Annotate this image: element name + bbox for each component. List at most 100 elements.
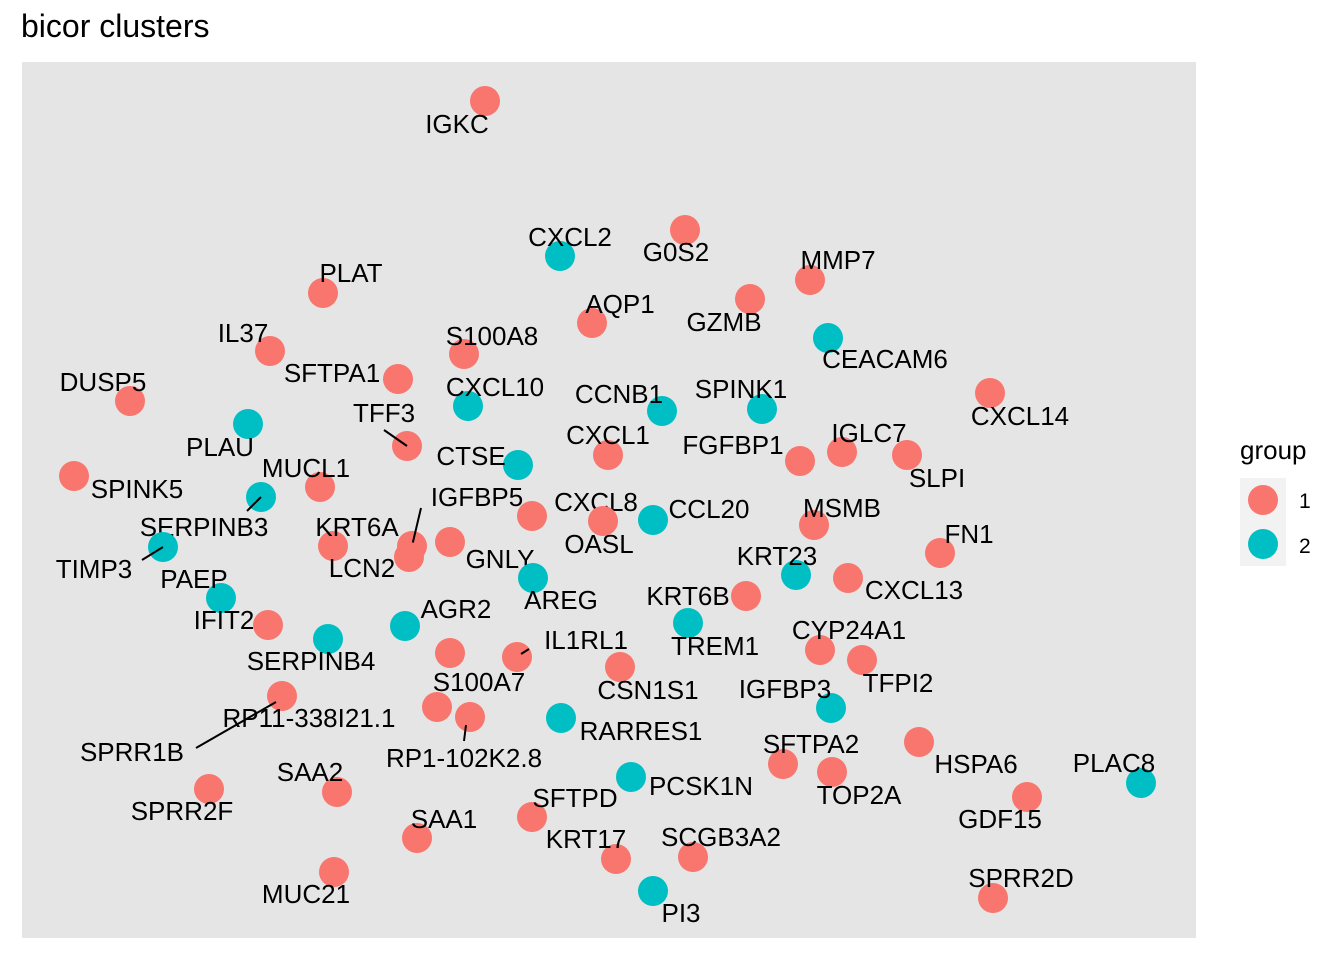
point-label-fgfbp1: FGFBP1	[682, 430, 783, 460]
label-segment-il1rl1	[520, 648, 530, 655]
point-label-s100a7: S100A7	[433, 667, 526, 697]
point-label-sftpa1: SFTPA1	[284, 358, 380, 388]
point-label-g0s2: G0S2	[643, 237, 710, 267]
point-oasl	[588, 506, 618, 536]
point-serpinb4	[313, 624, 343, 654]
label-segment-serpinb3	[246, 496, 262, 512]
point-fgfbp1	[785, 446, 815, 476]
point-label-msmb: MSMB	[803, 493, 881, 523]
point-igkc	[470, 86, 500, 116]
point-rp11-338i21-1	[422, 692, 452, 722]
point-label-mucl1: MUCL1	[262, 453, 350, 483]
point-sftpa2	[768, 749, 798, 779]
point-msmb	[799, 510, 829, 540]
point-saa2	[322, 777, 352, 807]
point-label-muc21: MUC21	[262, 879, 350, 909]
point-label-spink5: SPINK5	[91, 474, 184, 504]
point-label-mmp7: MMP7	[800, 245, 875, 275]
point-plac8	[1126, 768, 1156, 798]
legend: group 1 2	[1240, 435, 1311, 566]
chart-title: bicor clusters	[21, 8, 210, 44]
point-cyp24a1	[805, 635, 835, 665]
point-g0s2	[670, 215, 700, 245]
point-label-ifit2: IFIT2	[194, 605, 255, 635]
point-label-ceacam6: CEACAM6	[822, 344, 948, 374]
point-label-sprr2d: SPRR2D	[968, 863, 1073, 893]
point-label-cxcl14: CXCL14	[971, 401, 1069, 431]
point-cxcl14	[975, 378, 1005, 408]
point-krt6a	[318, 531, 348, 561]
point-label-timp3: TIMP3	[56, 554, 133, 584]
point-label-rp11-338i21-1: RP11-338I21.1	[223, 703, 396, 733]
point-label-slpi: SLPI	[909, 463, 965, 493]
point-label-pi3: PI3	[661, 898, 700, 928]
point-spink1	[747, 394, 777, 424]
point-sftpa1	[383, 364, 413, 394]
point-label-iglc7: IGLC7	[831, 418, 906, 448]
point-label-aqp1: AQP1	[585, 289, 654, 319]
points-layer: IGKC G0S2 CXCL2 MMP7 PLAT GZMB AQP1 CEACAM6 IL37…	[56, 86, 1156, 928]
point-ctse	[503, 450, 533, 480]
point-spink5	[59, 461, 89, 491]
point-label-pcsk1n: PCSK1N	[649, 771, 753, 801]
point-label-cyp24a1: CYP24A1	[792, 615, 906, 645]
point-pcsk1n	[616, 762, 646, 792]
point-sftpd	[517, 802, 547, 832]
point-fn1	[925, 538, 955, 568]
point-label-saa1: SAA1	[411, 804, 478, 834]
point-mmp7	[795, 265, 825, 295]
label-segment-sprr1b	[195, 701, 277, 749]
point-slpi	[892, 440, 922, 470]
point-ifit2	[253, 610, 283, 640]
point-krt23	[781, 560, 811, 590]
point-ceacam6	[813, 323, 843, 353]
point-cxcl13	[833, 563, 863, 593]
point-dusp5	[115, 386, 145, 416]
point-cxcl8	[517, 501, 547, 531]
point-agr2	[390, 611, 420, 641]
point-mucl1	[305, 472, 335, 502]
point-ccl20	[638, 505, 668, 535]
legend-title: group	[1240, 435, 1307, 465]
point-tfpi2	[847, 645, 877, 675]
point-rarres1	[546, 703, 576, 733]
point-label-krt17: KRT17	[546, 824, 626, 854]
point-il37	[255, 336, 285, 366]
label-segment-rp1-102k2-8	[463, 724, 467, 742]
point-label-ctse: CTSE	[436, 441, 505, 471]
legend-label-1: 1	[1299, 490, 1311, 513]
point-aqp1	[577, 308, 607, 338]
point-igfbp3	[816, 693, 846, 723]
point-label-lcn2: LCN2	[329, 553, 395, 583]
point-hspa6	[904, 727, 934, 757]
point-label-tff3: TFF3	[353, 398, 415, 428]
point-s100a8	[449, 339, 479, 369]
label-segment-igfbp5	[411, 507, 422, 547]
point-label-csn1s1: CSN1S1	[597, 675, 698, 705]
point-label-krt6a: KRT6A	[315, 512, 399, 542]
legend-key-2	[1248, 529, 1278, 559]
point-muc21	[319, 857, 349, 887]
point-label-trem1: TREM1	[671, 631, 759, 661]
point-csn1s1	[605, 652, 635, 682]
point-label-rp1-102k2-8: RP1-102K2.8	[386, 743, 542, 773]
point-label-fn1: FN1	[944, 519, 993, 549]
point-cxcl2	[545, 241, 575, 271]
point-label-dusp5: DUSP5	[60, 367, 147, 397]
point-label-oasl: OASL	[564, 529, 633, 559]
point-top2a	[817, 757, 847, 787]
point-gdf15	[1012, 782, 1042, 812]
point-rp1-102k2-8	[455, 702, 485, 732]
point-plat	[308, 278, 338, 308]
point-paep	[206, 583, 236, 613]
point-label-cxcl13: CXCL13	[865, 575, 963, 605]
point-label-serpinb4: SERPINB4	[247, 646, 376, 676]
point-sprr2d	[978, 883, 1008, 913]
point-label-s100a8: S100A8	[446, 321, 539, 351]
point-label-areg: AREG	[524, 585, 598, 615]
point-label-saa2: SAA2	[277, 757, 344, 787]
point-krt6b	[731, 581, 761, 611]
point-label-krt23: KRT23	[737, 541, 817, 571]
point-trem1	[673, 608, 703, 638]
